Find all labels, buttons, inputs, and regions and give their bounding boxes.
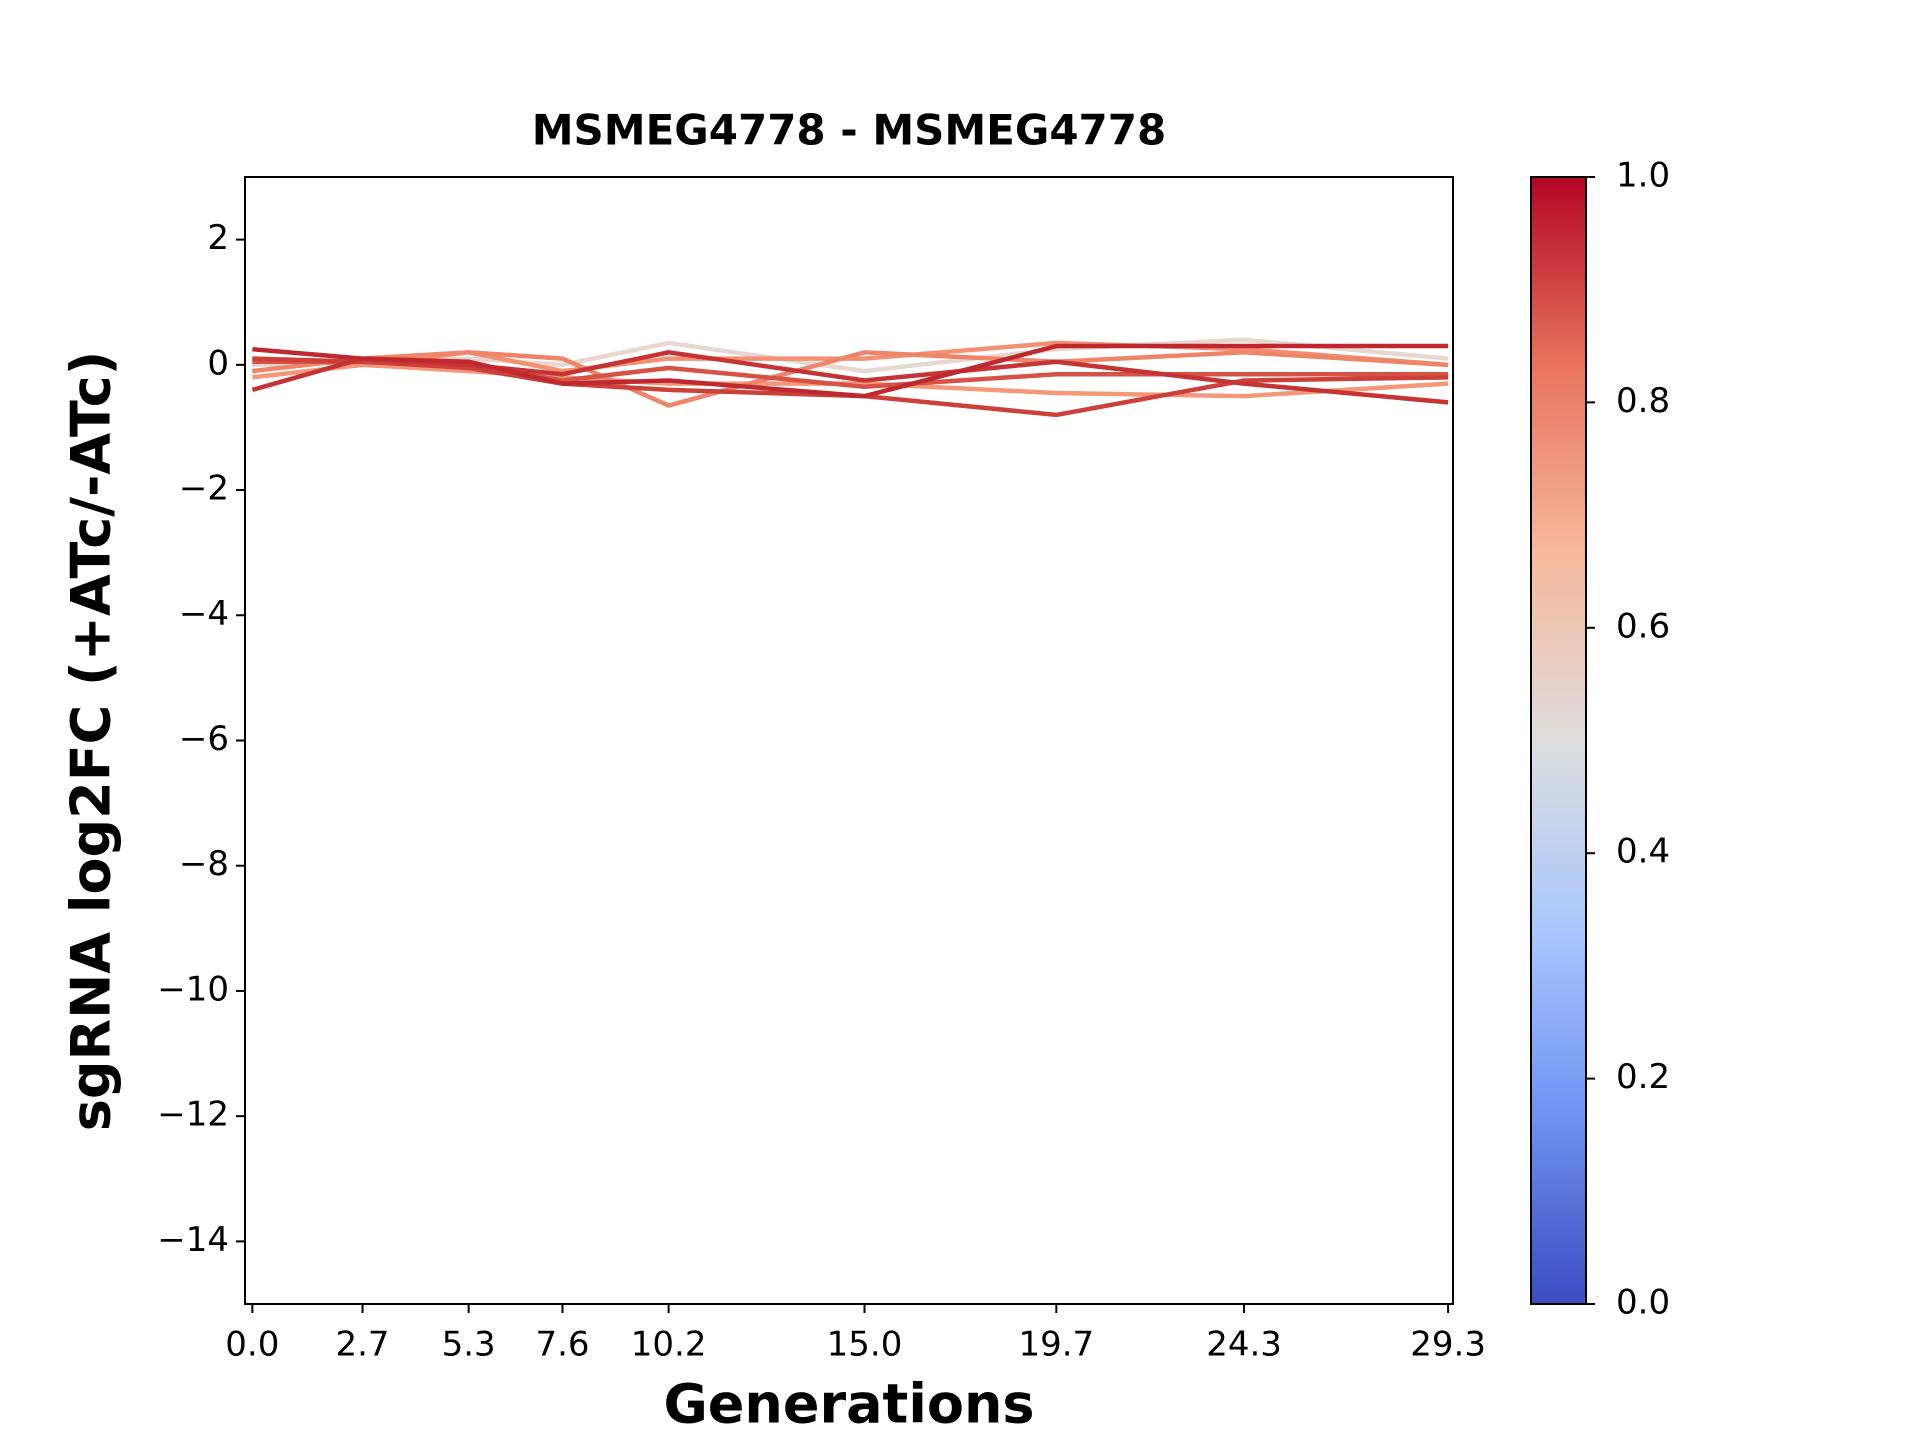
series-line bbox=[252, 356, 1449, 418]
series-line bbox=[252, 343, 1449, 399]
x-tick-label: 0.0 bbox=[225, 1325, 279, 1365]
x-tick-label: 2.7 bbox=[335, 1325, 389, 1365]
chart-title: MSMEG4778 - MSMEG4778 bbox=[532, 106, 1166, 155]
colorbar-tick-label: 0.2 bbox=[1616, 1057, 1670, 1097]
x-tick-label: 5.3 bbox=[442, 1325, 496, 1365]
y-tick-label: 2 bbox=[207, 218, 229, 258]
colorbar-tick-label: 0.4 bbox=[1616, 832, 1670, 872]
y-tick-label: −12 bbox=[157, 1095, 229, 1135]
y-tick-label: −6 bbox=[179, 719, 229, 759]
x-tick-label: 19.7 bbox=[1018, 1325, 1094, 1365]
y-axis-label: sgRNA log2FC (+ATc/-ATc) bbox=[60, 351, 123, 1132]
colorbar-tick-label: 0.6 bbox=[1616, 606, 1670, 646]
colorbar-tick-label: 0.8 bbox=[1616, 381, 1670, 421]
colorbar-tick-label: 1.0 bbox=[1616, 156, 1670, 196]
series-line bbox=[252, 362, 1449, 399]
colorbar-tick-label: 0.0 bbox=[1616, 1283, 1670, 1323]
series-line bbox=[252, 350, 1449, 408]
colorbar bbox=[1530, 176, 1587, 1305]
y-tick-label: −14 bbox=[157, 1220, 229, 1260]
x-tick-label: 7.6 bbox=[535, 1325, 589, 1365]
x-tick-label: 15.0 bbox=[827, 1325, 903, 1365]
x-tick-label: 24.3 bbox=[1206, 1325, 1282, 1365]
plot-frame bbox=[244, 176, 1454, 1305]
x-tick-label: 29.3 bbox=[1410, 1325, 1486, 1365]
y-tick-label: 0 bbox=[207, 343, 229, 383]
y-tick-label: −10 bbox=[157, 969, 229, 1009]
y-tick-label: −4 bbox=[179, 594, 229, 634]
y-tick-label: −8 bbox=[179, 844, 229, 884]
x-tick-label: 10.2 bbox=[631, 1325, 707, 1365]
x-axis-label: Generations bbox=[663, 1373, 1034, 1436]
y-tick-label: −2 bbox=[179, 469, 229, 509]
